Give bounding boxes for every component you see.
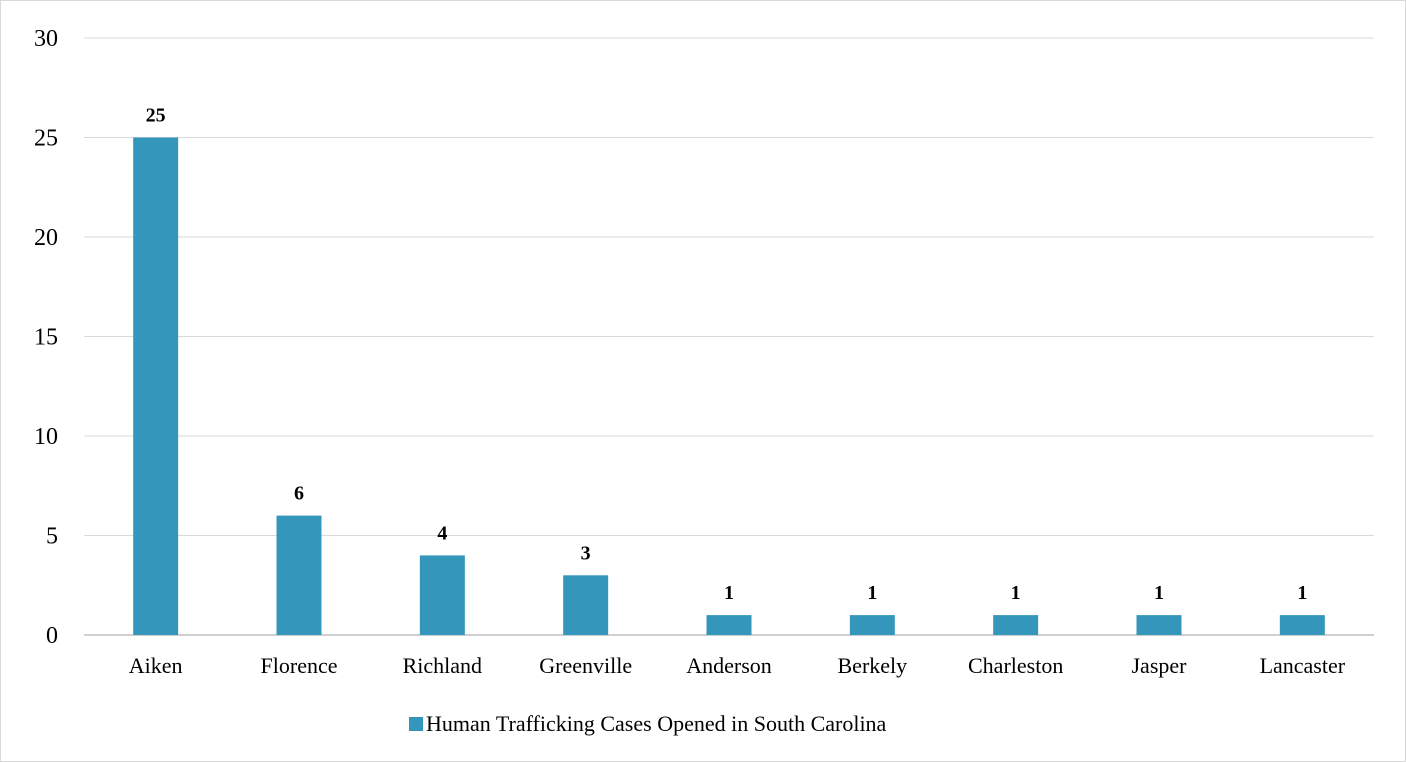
legend-swatch — [409, 717, 423, 731]
y-tick-label: 5 — [46, 524, 58, 550]
y-tick-label: 0 — [46, 623, 58, 649]
bar — [133, 137, 179, 635]
data-label: 4 — [437, 522, 447, 544]
data-label: 1 — [1011, 582, 1021, 604]
bar — [993, 615, 1039, 635]
x-axis-ticks: Aiken Florence Richland Greenville Anderson B… — [129, 653, 1346, 678]
x-tick-label: Florence — [261, 653, 338, 678]
legend-label: Human Trafficking Cases Opened in South … — [426, 711, 887, 736]
bar — [849, 615, 895, 635]
y-tick-label: 30 — [34, 26, 58, 52]
x-tick-label: Greenville — [539, 653, 632, 678]
x-tick-label: Aiken — [129, 653, 183, 678]
x-tick-label: Charleston — [968, 653, 1063, 678]
y-axis-ticks: 0 5 10 15 20 25 30 — [34, 26, 58, 649]
bar — [276, 515, 322, 635]
x-tick-label: Anderson — [686, 653, 772, 678]
y-tick-label: 25 — [34, 126, 58, 152]
bar — [563, 575, 609, 635]
x-tick-label: Jasper — [1132, 653, 1188, 678]
bar — [1279, 615, 1325, 635]
x-tick-label: Richland — [403, 653, 482, 678]
y-tick-label: 20 — [34, 225, 58, 251]
bars — [133, 137, 1325, 635]
data-label: 6 — [294, 483, 304, 505]
data-labels: 25 6 4 3 1 1 1 1 1 — [146, 105, 1308, 605]
data-label: 1 — [1154, 582, 1164, 604]
data-label: 3 — [581, 542, 591, 564]
x-tick-label: Lancaster — [1260, 653, 1346, 678]
bar — [706, 615, 752, 635]
y-tick-label: 10 — [34, 424, 58, 450]
x-tick-label: Berkely — [838, 653, 908, 678]
data-label: 1 — [867, 582, 877, 604]
bar — [419, 555, 465, 635]
data-label: 25 — [146, 105, 166, 127]
bar — [1136, 615, 1182, 635]
data-label: 1 — [1297, 582, 1307, 604]
legend: Human Trafficking Cases Opened in South … — [409, 711, 887, 736]
y-tick-label: 15 — [34, 325, 58, 351]
data-label: 1 — [724, 582, 734, 604]
